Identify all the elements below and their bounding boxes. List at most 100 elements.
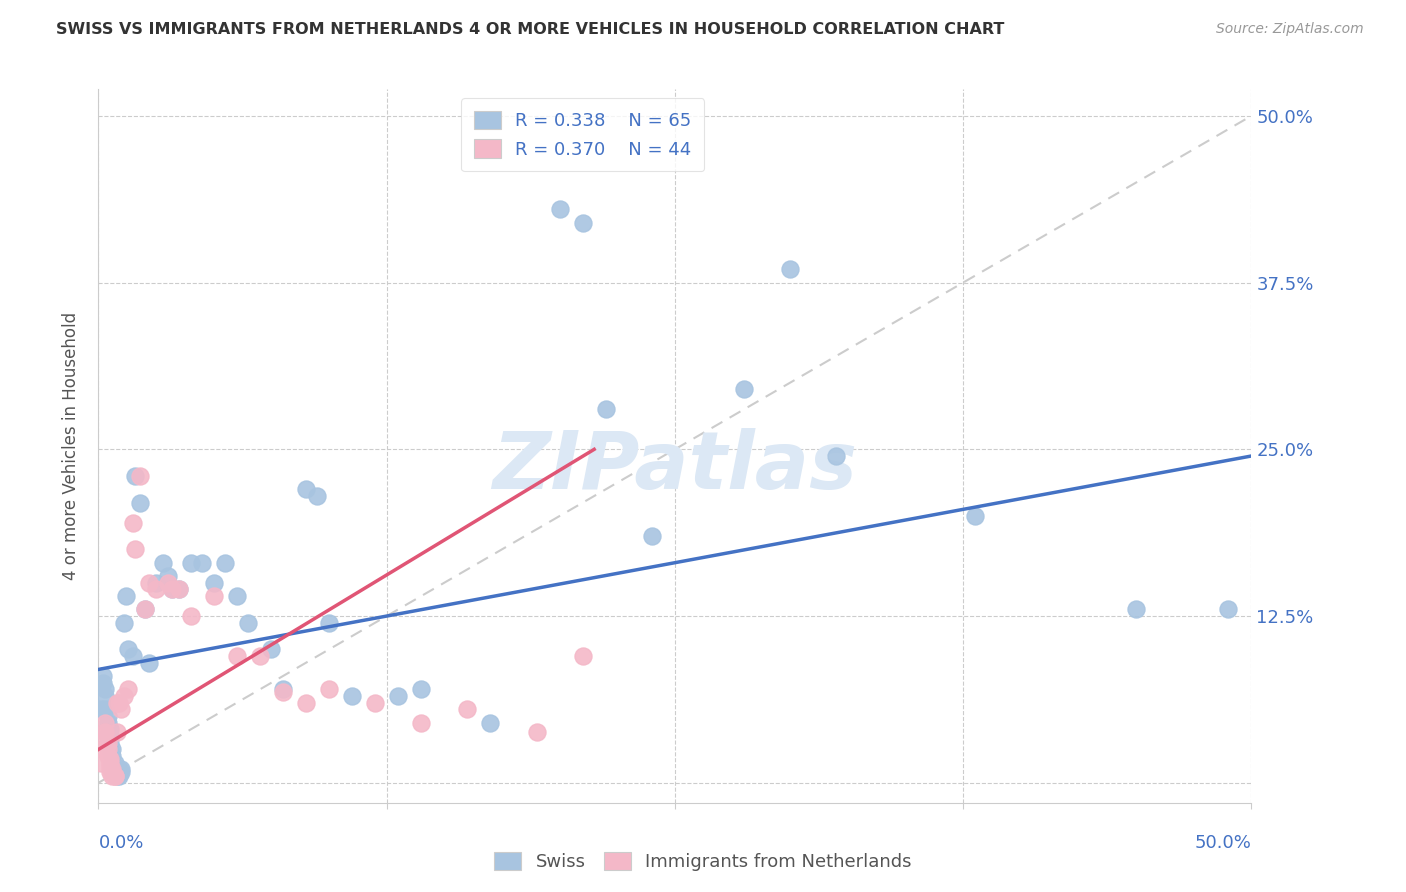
Point: [225, 589, 247, 603]
Point: [129, 496, 152, 510]
Point: [105, 765, 128, 780]
Point: [318, 615, 340, 630]
Point: [411, 682, 433, 697]
Point: [101, 769, 124, 783]
Point: [98, 760, 121, 774]
Point: [1218, 602, 1240, 616]
Point: [295, 696, 318, 710]
Point: [595, 402, 617, 417]
Point: [571, 649, 593, 664]
Point: [249, 649, 271, 664]
Y-axis label: 4 or more Vehicles in Household: 4 or more Vehicles in Household: [62, 312, 80, 580]
Point: [271, 685, 294, 699]
Point: [103, 769, 125, 783]
Point: [91, 729, 114, 743]
Point: [103, 763, 125, 777]
Point: [101, 765, 124, 780]
Point: [91, 669, 114, 683]
Point: [138, 575, 160, 590]
Point: [145, 575, 167, 590]
Point: [94, 689, 117, 703]
Point: [479, 715, 502, 730]
Point: [122, 516, 145, 530]
Point: [98, 742, 121, 756]
Point: [110, 765, 132, 780]
Point: [526, 725, 548, 739]
Point: [94, 715, 117, 730]
Point: [101, 749, 124, 764]
Text: SWISS VS IMMIGRANTS FROM NETHERLANDS 4 OR MORE VEHICLES IN HOUSEHOLD CORRELATION: SWISS VS IMMIGRANTS FROM NETHERLANDS 4 O…: [56, 22, 1005, 37]
Point: [145, 582, 167, 597]
Point: [641, 529, 664, 543]
Point: [122, 649, 145, 664]
Point: [152, 556, 174, 570]
Point: [271, 682, 294, 697]
Point: [90, 702, 112, 716]
Point: [112, 689, 135, 703]
Point: [98, 752, 121, 766]
Point: [101, 742, 124, 756]
Point: [105, 769, 128, 783]
Point: [97, 749, 120, 764]
Text: ZIPatlas: ZIPatlas: [492, 428, 858, 507]
Point: [108, 696, 131, 710]
Legend: R = 0.338    N = 65, R = 0.370    N = 44: R = 0.338 N = 65, R = 0.370 N = 44: [461, 98, 704, 171]
Point: [108, 769, 131, 783]
Point: [98, 723, 121, 737]
Point: [117, 682, 139, 697]
Point: [97, 729, 120, 743]
Point: [98, 729, 121, 743]
Point: [411, 715, 433, 730]
Point: [94, 725, 117, 739]
Point: [156, 575, 179, 590]
Point: [115, 589, 138, 603]
Point: [108, 763, 131, 777]
Point: [156, 569, 179, 583]
Point: [98, 765, 121, 780]
Point: [103, 760, 125, 774]
Point: [963, 509, 986, 524]
Point: [97, 736, 120, 750]
Point: [733, 382, 755, 396]
Point: [134, 602, 156, 616]
Point: [129, 469, 152, 483]
Point: [571, 216, 593, 230]
Point: [97, 742, 120, 756]
Point: [124, 469, 146, 483]
Point: [103, 769, 125, 783]
Point: [98, 756, 121, 770]
Point: [779, 262, 801, 277]
Point: [318, 682, 340, 697]
Point: [238, 615, 260, 630]
Point: [548, 202, 571, 217]
Point: [110, 702, 132, 716]
Point: [456, 702, 478, 716]
Point: [112, 615, 135, 630]
Point: [191, 556, 214, 570]
Point: [180, 609, 202, 624]
Point: [225, 649, 247, 664]
Point: [117, 642, 139, 657]
Point: [340, 689, 363, 703]
Point: [94, 682, 117, 697]
Point: [90, 756, 112, 770]
Point: [91, 675, 114, 690]
Point: [124, 542, 146, 557]
Point: [307, 489, 329, 503]
Legend: Swiss, Immigrants from Netherlands: Swiss, Immigrants from Netherlands: [486, 845, 920, 879]
Point: [134, 602, 156, 616]
Point: [110, 763, 132, 777]
Point: [91, 742, 114, 756]
Point: [160, 582, 183, 597]
Text: 50.0%: 50.0%: [1195, 834, 1251, 852]
Point: [105, 696, 128, 710]
Point: [167, 582, 190, 597]
Point: [103, 756, 125, 770]
Point: [101, 763, 124, 777]
Point: [97, 715, 120, 730]
Point: [202, 575, 225, 590]
Point: [1125, 602, 1147, 616]
Point: [101, 763, 124, 777]
Point: [260, 642, 283, 657]
Text: 0.0%: 0.0%: [98, 834, 143, 852]
